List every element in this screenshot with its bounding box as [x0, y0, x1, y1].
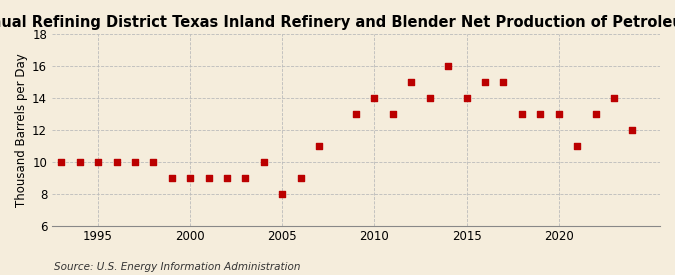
Point — [535, 112, 545, 116]
Point — [425, 96, 435, 100]
Point — [130, 160, 140, 164]
Point — [185, 175, 196, 180]
Point — [406, 80, 416, 84]
Point — [240, 175, 251, 180]
Title: Annual Refining District Texas Inland Refinery and Blender Net Production of Pet: Annual Refining District Texas Inland Re… — [0, 15, 675, 30]
Point — [166, 175, 177, 180]
Point — [314, 144, 325, 148]
Point — [369, 96, 380, 100]
Point — [296, 175, 306, 180]
Point — [221, 175, 232, 180]
Point — [627, 128, 638, 132]
Y-axis label: Thousand Barrels per Day: Thousand Barrels per Day — [15, 53, 28, 207]
Point — [277, 191, 288, 196]
Point — [148, 160, 159, 164]
Point — [498, 80, 509, 84]
Text: Source: U.S. Energy Information Administration: Source: U.S. Energy Information Administ… — [54, 262, 300, 272]
Point — [387, 112, 398, 116]
Point — [479, 80, 490, 84]
Point — [516, 112, 527, 116]
Point — [572, 144, 583, 148]
Point — [461, 96, 472, 100]
Point — [350, 112, 361, 116]
Point — [56, 160, 67, 164]
Point — [443, 64, 454, 68]
Point — [92, 160, 103, 164]
Point — [111, 160, 122, 164]
Point — [203, 175, 214, 180]
Point — [74, 160, 85, 164]
Point — [590, 112, 601, 116]
Point — [554, 112, 564, 116]
Point — [259, 160, 269, 164]
Point — [609, 96, 620, 100]
